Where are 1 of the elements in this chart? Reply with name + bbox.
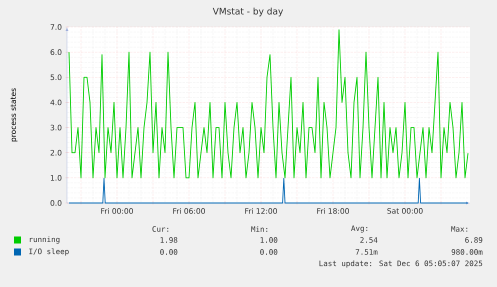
chart-title: VMstat - by day [212,8,284,16]
